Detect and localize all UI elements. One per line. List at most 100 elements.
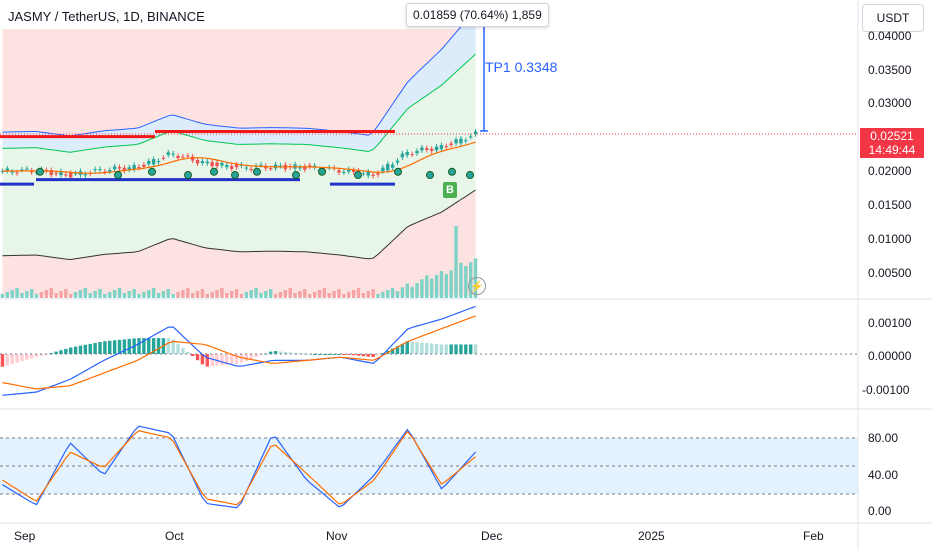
volume-bar [376, 294, 380, 298]
macd-histogram-bar [434, 343, 439, 354]
macd-pane [0, 305, 858, 396]
macd-histogram-bar [98, 342, 102, 354]
candle-body [49, 170, 53, 176]
buy-signal-marker[interactable]: B [443, 182, 457, 198]
volume-bar [10, 290, 14, 298]
stoch-d-line [2, 430, 476, 506]
macd-histogram-bar [73, 346, 78, 354]
macd-histogram-bar [88, 343, 92, 354]
volume-bar [220, 288, 224, 298]
y-tick-label: 0.01500 [868, 198, 912, 212]
macd-histogram-bar [78, 345, 83, 354]
macd-histogram-bar [239, 354, 244, 363]
macd-histogram-bar [420, 342, 424, 354]
candle-body [454, 139, 458, 144]
y-tick-label: 0.03500 [868, 63, 912, 77]
volume-bar [371, 289, 375, 298]
volume-bar [147, 290, 151, 298]
volume-bar [171, 294, 175, 298]
volume-bar [195, 291, 200, 298]
x-tick-label: Nov [326, 529, 348, 543]
volume-bar [73, 292, 78, 298]
volume-bar [176, 292, 180, 298]
candle-body [429, 148, 434, 152]
macd-histogram-bar [205, 354, 210, 367]
candle-body [400, 153, 405, 158]
volume-bar [386, 290, 390, 298]
candle-body [234, 164, 239, 168]
last-price-value: 0.02521 [870, 129, 914, 143]
macd-histogram-bar [137, 338, 141, 354]
volume-bar [308, 294, 312, 298]
macd-histogram-bar [356, 354, 361, 356]
candle-body [103, 171, 107, 173]
candle-body [298, 167, 302, 169]
y-tick-label: 0.04000 [868, 29, 912, 43]
signal-dot [292, 171, 300, 180]
macd-histogram-bar [439, 344, 444, 354]
macd-histogram-bar [147, 338, 151, 354]
macd-histogram-bar [195, 354, 200, 361]
volume-bar [93, 291, 97, 298]
volume-bar [264, 291, 268, 298]
signal-dot [426, 171, 434, 180]
candle-body [220, 162, 224, 166]
volume-bar [186, 288, 190, 298]
macd-histogram-bar [327, 354, 331, 355]
currency-button[interactable]: USDT [862, 4, 924, 32]
candle-body [151, 159, 156, 165]
y-tick-label: 0.01000 [868, 232, 912, 246]
volume-bar [244, 292, 249, 298]
stoch-k-line [2, 425, 477, 509]
macd-histogram-bar [293, 352, 297, 354]
volume-bar [342, 294, 346, 298]
macd-histogram-bar [151, 338, 156, 354]
lower-zone-fill [2, 190, 476, 296]
macd-histogram-bar [366, 354, 370, 357]
lightning-icon[interactable]: ⚡ [468, 277, 486, 295]
candle-body [464, 140, 468, 142]
candle-body [473, 131, 478, 135]
macd-histogram-bar [156, 338, 161, 354]
candle-body [117, 167, 122, 169]
volume-bar [249, 290, 253, 298]
middle-band-fill [2, 54, 476, 260]
volume-bar [293, 293, 297, 298]
macd-histogram-bar [464, 344, 468, 354]
volume-bar [215, 290, 219, 298]
candle-body [229, 166, 234, 169]
x-tick-label: Dec [481, 529, 503, 543]
candle-body [395, 160, 400, 163]
candle-body [112, 166, 117, 170]
macd-histogram-bar [234, 354, 239, 364]
volume-bar [234, 289, 239, 298]
candle-body [390, 164, 395, 168]
volume-bar [337, 289, 341, 298]
volume-bar [356, 288, 361, 298]
volume-bar [59, 291, 63, 298]
macd-histogram-bar [361, 354, 366, 357]
volume-bar [400, 287, 405, 298]
volume-bar [20, 293, 24, 298]
macd-signal-line [2, 315, 476, 390]
candle-body [371, 174, 375, 176]
volume-bar [34, 294, 39, 298]
volume-bar [347, 292, 351, 298]
macd-histogram-bar [112, 340, 117, 354]
macd-histogram-bar [225, 354, 229, 365]
macd-histogram-bar [429, 343, 434, 354]
volume-bar [259, 293, 263, 298]
macd-tick-label: 0.00100 [868, 316, 912, 330]
macd-histogram-bar [10, 354, 14, 364]
candle-body [176, 155, 180, 159]
candle-body [425, 148, 429, 150]
candle-body [69, 172, 73, 178]
volume-bar [390, 288, 395, 298]
macd-histogram-bar [181, 347, 185, 354]
x-tick-label: 2025 [638, 529, 665, 543]
macd-histogram-bar [190, 354, 195, 357]
macd-histogram-bar [332, 354, 336, 355]
macd-histogram-bar [59, 350, 63, 354]
macd-tick-label: 0.00000 [868, 349, 912, 363]
